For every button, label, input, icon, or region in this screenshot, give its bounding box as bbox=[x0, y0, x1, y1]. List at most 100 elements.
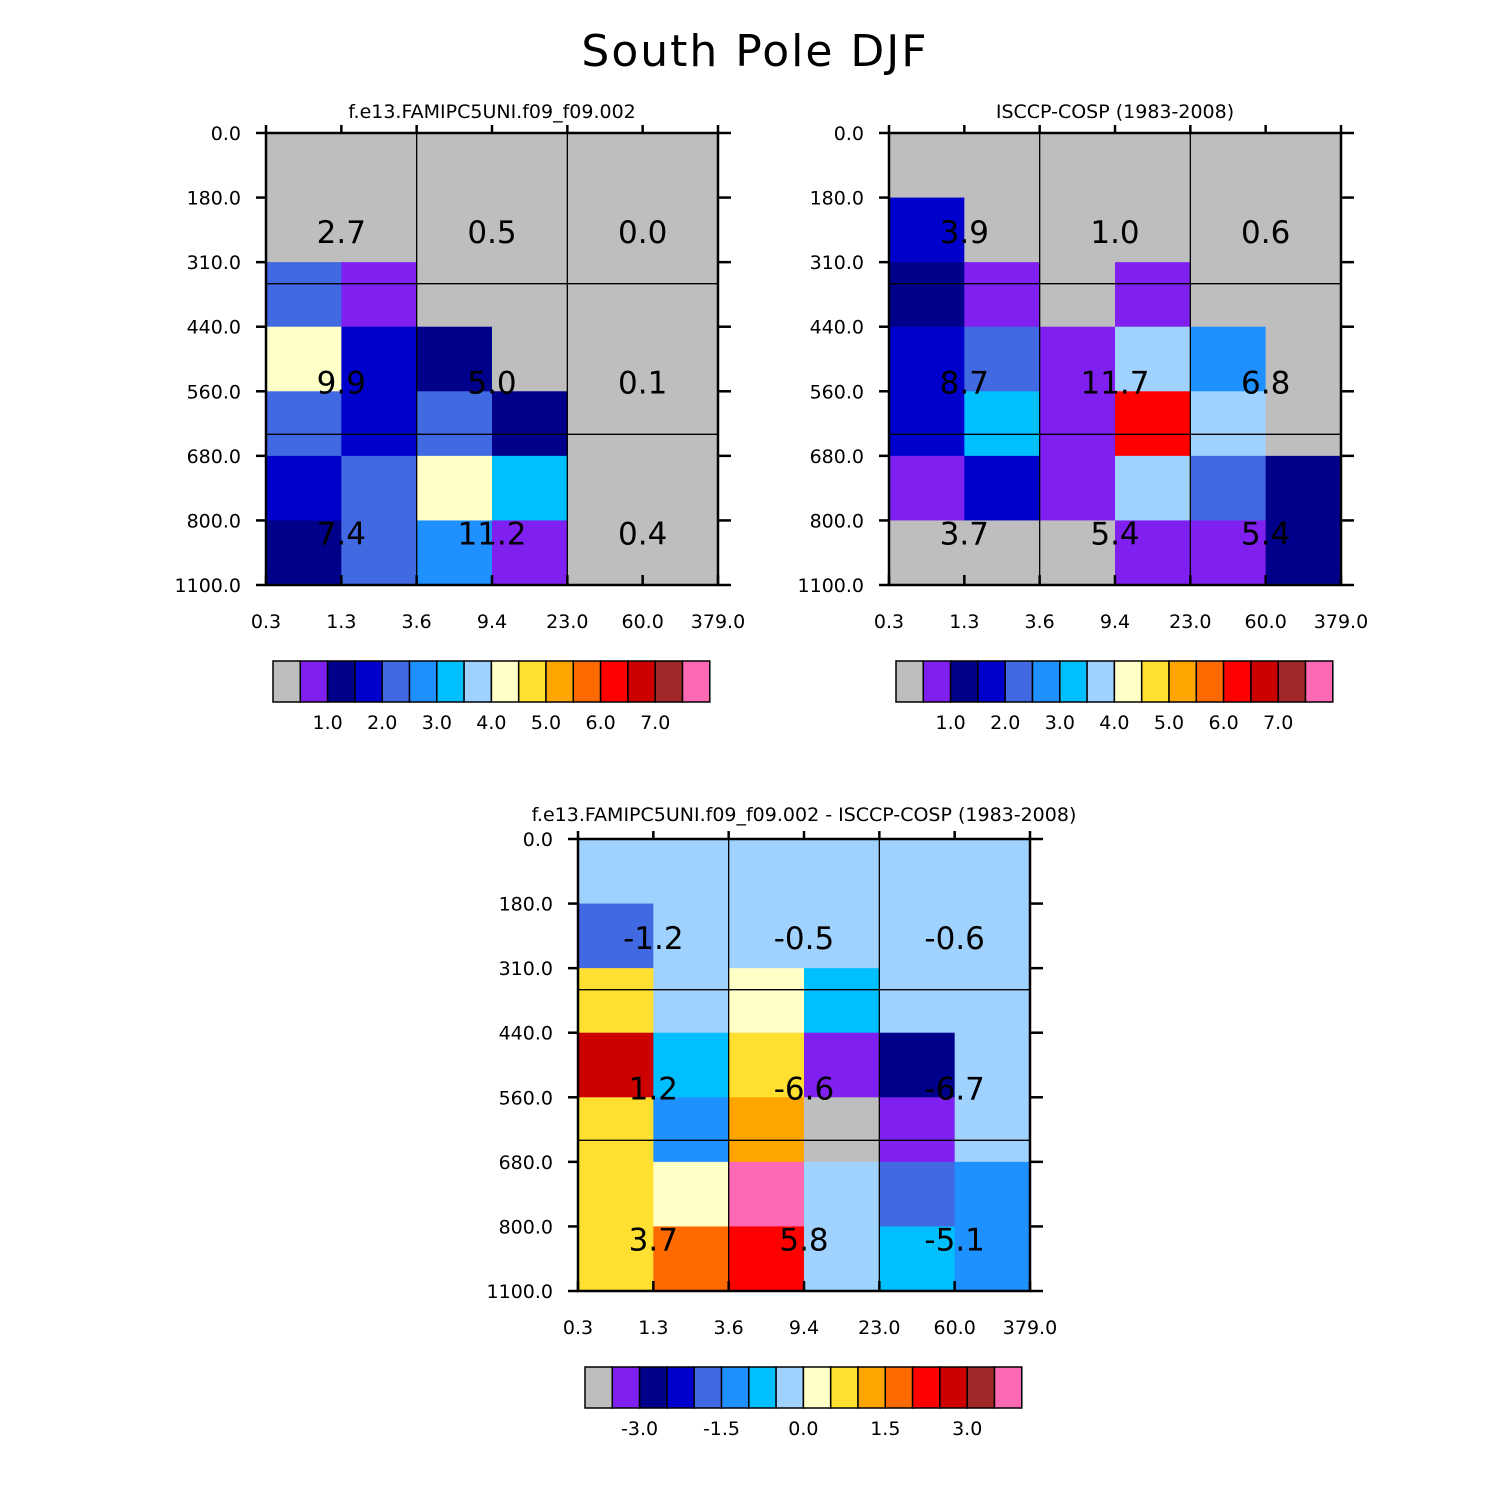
colorbar-swatch bbox=[895, 660, 925, 703]
heatmap-cell bbox=[879, 839, 956, 905]
panel-title: f.e13.FAMIPC5UNI.f09_f09.002 bbox=[348, 101, 636, 123]
heatmap-cell bbox=[1265, 262, 1342, 328]
heatmap-cell bbox=[1115, 520, 1191, 586]
block-value-label: 5.8 bbox=[779, 1222, 828, 1258]
block-value-label: -6.6 bbox=[774, 1072, 835, 1108]
colorbar-swatch bbox=[436, 660, 465, 703]
colorbar-swatch bbox=[1113, 660, 1143, 703]
colorbar-swatch bbox=[1140, 660, 1170, 703]
heatmap-cell bbox=[1039, 133, 1116, 199]
colorbar-swatch bbox=[611, 1366, 641, 1409]
colorbar-swatch bbox=[272, 660, 302, 703]
heatmap-cell bbox=[642, 326, 719, 392]
heatmap-cell bbox=[1115, 262, 1191, 328]
x-tick-label: 9.4 bbox=[1100, 611, 1130, 633]
colorbar-label: 5.0 bbox=[1154, 712, 1184, 734]
block-value-label: 1.2 bbox=[629, 1072, 678, 1108]
heatmap-cell bbox=[567, 326, 644, 392]
heatmap-cell bbox=[954, 1226, 1031, 1292]
block-value-label: -0.5 bbox=[774, 921, 835, 957]
heatmap-cell bbox=[804, 903, 880, 969]
colorbar-label: -3.0 bbox=[621, 1418, 658, 1440]
colorbar-swatch bbox=[599, 660, 629, 703]
heatmap-cell bbox=[1115, 455, 1191, 522]
heatmap-cell bbox=[416, 391, 493, 457]
colorbar-swatch bbox=[911, 1366, 941, 1409]
y-tick-label: 180.0 bbox=[810, 188, 864, 210]
colorbar-label: 1.5 bbox=[870, 1418, 900, 1440]
y-tick-label: 0.0 bbox=[211, 123, 241, 145]
block-value-label: 3.7 bbox=[940, 516, 989, 552]
colorbar-label: 1.0 bbox=[312, 712, 342, 734]
heatmap-cell bbox=[567, 262, 644, 328]
heatmap-cell bbox=[879, 1097, 956, 1163]
heatmap-cell bbox=[492, 133, 568, 199]
x-tick-label: 3.6 bbox=[1025, 611, 1055, 633]
heatmap-cell bbox=[964, 520, 1041, 586]
y-tick-label: 440.0 bbox=[187, 317, 241, 339]
heatmap-cell bbox=[492, 455, 568, 522]
x-tick-label: 9.4 bbox=[789, 1317, 819, 1339]
heatmap-cell bbox=[578, 1226, 654, 1292]
heatmap-cell bbox=[1039, 262, 1116, 328]
colorbar-swatch bbox=[829, 1366, 859, 1409]
colorbar-swatch bbox=[1222, 660, 1252, 703]
heatmap-cell bbox=[804, 839, 880, 905]
heatmap-cell bbox=[578, 903, 654, 969]
colorbar-swatch bbox=[463, 660, 493, 703]
block-value-label: 8.7 bbox=[940, 366, 989, 402]
heatmap-cell bbox=[1265, 197, 1342, 263]
heatmap-cell bbox=[1039, 197, 1116, 263]
heatmap-cell bbox=[492, 197, 568, 263]
colorbar-swatch bbox=[572, 660, 602, 703]
x-tick-label: 60.0 bbox=[622, 611, 664, 633]
colorbar-label: 7.0 bbox=[1263, 712, 1293, 734]
colorbar-swatch bbox=[802, 1366, 832, 1409]
heatmap-cell bbox=[889, 455, 965, 522]
heatmap-cell bbox=[889, 262, 965, 328]
colorbar-label: 0.0 bbox=[788, 1418, 818, 1440]
heatmap-cell bbox=[1190, 262, 1267, 328]
heatmap-cell bbox=[341, 326, 418, 392]
colorbar-swatch bbox=[1059, 660, 1088, 703]
heatmap-cell bbox=[578, 1032, 654, 1098]
heatmap-cell bbox=[879, 968, 956, 1034]
x-tick-label: 60.0 bbox=[934, 1317, 976, 1339]
block-value-label: 6.8 bbox=[1241, 366, 1290, 402]
figure-title: South Pole DJF bbox=[581, 26, 929, 77]
y-tick-label: 560.0 bbox=[187, 381, 241, 403]
heatmap-cell bbox=[1115, 133, 1191, 199]
heatmap-cell bbox=[642, 262, 719, 328]
block-value-label: 11.7 bbox=[1080, 366, 1149, 402]
heatmap-cell bbox=[567, 391, 644, 457]
colorbar-swatch bbox=[977, 660, 1006, 703]
heatmap-cell bbox=[642, 520, 719, 586]
heatmap-cell bbox=[1039, 391, 1116, 457]
colorbar-swatch bbox=[1304, 660, 1334, 703]
colorbar-swatch bbox=[1250, 660, 1279, 703]
heatmap-cell bbox=[1190, 455, 1267, 522]
block-value-label: -1.2 bbox=[623, 921, 684, 957]
colorbar-swatch bbox=[949, 660, 979, 703]
heatmap-cell bbox=[642, 455, 719, 522]
y-tick-label: 560.0 bbox=[499, 1087, 553, 1109]
y-tick-label: 180.0 bbox=[187, 188, 241, 210]
heatmap-cell bbox=[1265, 133, 1342, 199]
heatmap-cell bbox=[416, 133, 493, 199]
colorbar-label: 6.0 bbox=[1208, 712, 1238, 734]
colorbar-swatch bbox=[922, 660, 952, 703]
colorbar-label: 1.0 bbox=[935, 712, 965, 734]
heatmap-cell bbox=[728, 968, 805, 1034]
heatmap-cell bbox=[266, 133, 342, 199]
block-value-label: 1.0 bbox=[1090, 215, 1139, 251]
heatmap-cell bbox=[416, 520, 493, 586]
y-tick-label: 180.0 bbox=[499, 894, 553, 916]
colorbar-swatch bbox=[354, 660, 383, 703]
y-tick-label: 1100.0 bbox=[487, 1281, 553, 1303]
block-value-label: 11.2 bbox=[457, 516, 526, 552]
heatmap-cell bbox=[1115, 391, 1191, 457]
colorbar-label: 2.0 bbox=[990, 712, 1020, 734]
colorbar-label: 4.0 bbox=[1099, 712, 1129, 734]
colorbar-swatch bbox=[1086, 660, 1116, 703]
heatmap-cell bbox=[1039, 520, 1116, 586]
